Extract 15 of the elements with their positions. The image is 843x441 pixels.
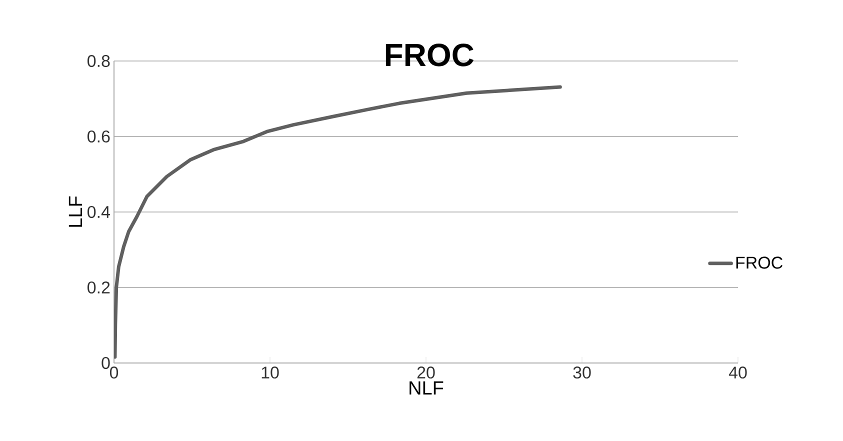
chart-title: FROC — [386, 44, 474, 66]
x-tick-label: 10 — [262, 366, 279, 379]
x-tick-label: 20 — [417, 366, 435, 379]
x-tick-label: 40 — [728, 366, 747, 379]
x-axis-title: NLF — [410, 381, 444, 394]
y-tick-label: 0.4 — [88, 206, 110, 218]
y-tick-label: 0.8 — [88, 54, 110, 68]
line-series — [114, 85, 562, 359]
y-tick-label: 0.6 — [88, 130, 110, 143]
y-tick-label: 0.2 — [88, 281, 110, 294]
y-axis-title: LLF — [68, 196, 82, 227]
x-tick-label: 0 — [110, 366, 118, 379]
x-tick-label: 30 — [573, 366, 591, 379]
y-tick-label: 0 — [102, 356, 110, 370]
legend-label: FROC — [736, 256, 782, 269]
